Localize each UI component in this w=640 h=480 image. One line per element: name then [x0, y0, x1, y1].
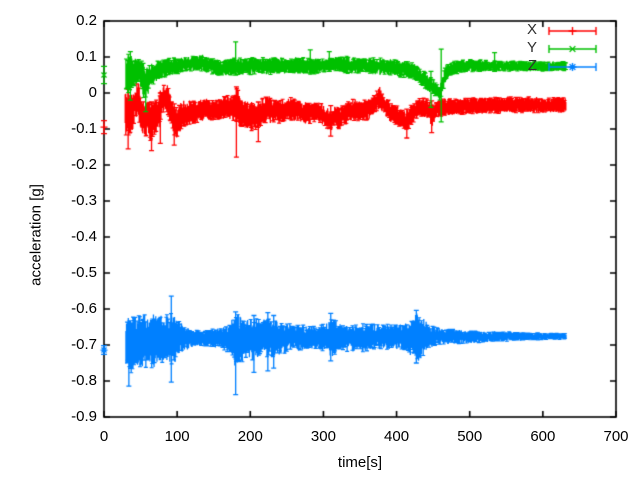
y-tick-label: -0.5 — [71, 264, 97, 281]
y-tick-label: -0.1 — [71, 120, 97, 137]
x-tick-label: 500 — [457, 428, 483, 445]
y-tick-label: -0.8 — [71, 372, 97, 389]
y-tick-label: 0 — [88, 84, 97, 101]
legend-label-z: Z — [527, 57, 537, 74]
x-tick-label: 200 — [237, 428, 263, 445]
y-tick-label: 0.1 — [76, 48, 97, 65]
legend-label-y: Y — [526, 39, 537, 56]
y-tick-label: -0.7 — [71, 336, 97, 353]
y-axis-title: acceleration [g] — [27, 184, 45, 286]
x-axis-title: time[s] — [337, 454, 383, 471]
x-tick-label: 100 — [164, 428, 190, 445]
x-tick-label: 0 — [99, 428, 109, 445]
y-tick-label: -0.4 — [71, 228, 97, 245]
y-tick-label: -0.2 — [71, 156, 97, 173]
x-tick-label: 700 — [603, 428, 629, 445]
y-tick-label: -0.3 — [71, 192, 97, 209]
x-tick-label: 300 — [310, 428, 336, 445]
legend-label-x: X — [526, 21, 537, 38]
x-tick-label: 400 — [384, 428, 410, 445]
x-tick-label: 600 — [530, 428, 556, 445]
y-tick-label: 0.2 — [76, 12, 97, 29]
y-tick-label: -0.6 — [71, 300, 97, 317]
y-tick-label: -0.9 — [71, 408, 97, 425]
